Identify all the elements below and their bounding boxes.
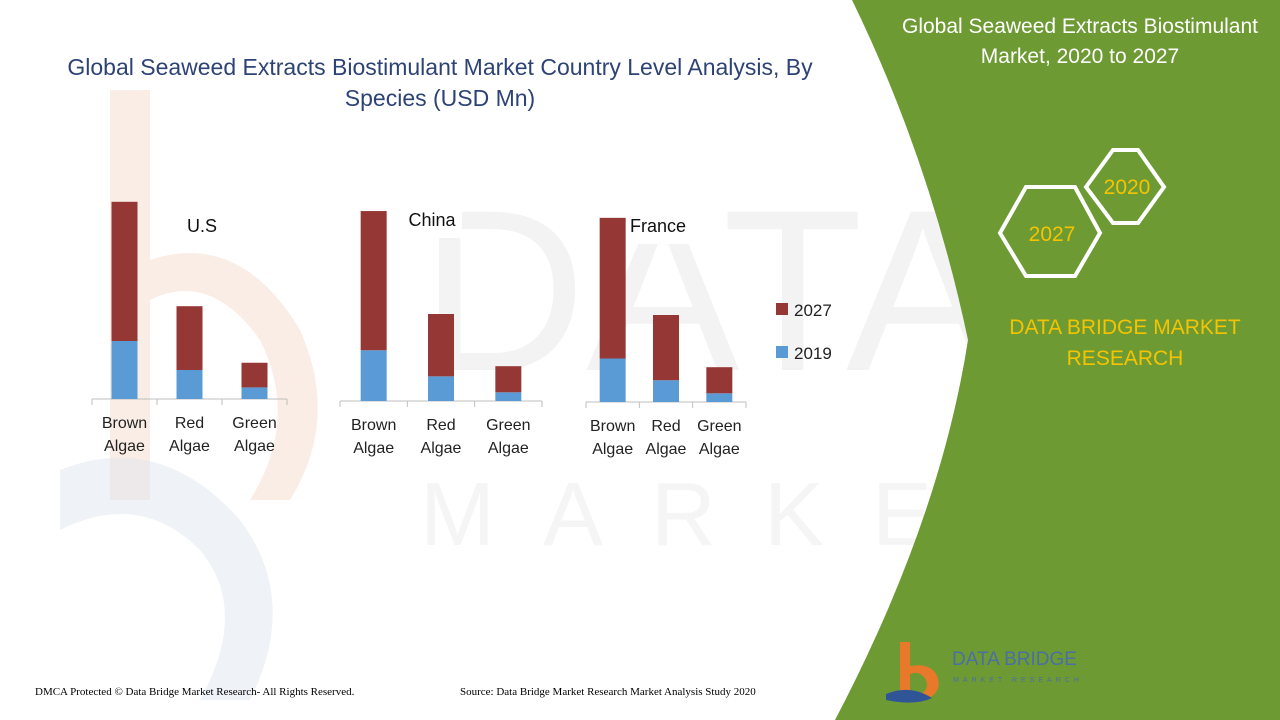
legend-swatch-2027 [776, 303, 788, 315]
bar-2019-france [706, 393, 733, 402]
legend-swatch-2019 [776, 346, 788, 358]
logo-tagline: MARKET RESEARCH [953, 677, 1083, 684]
page-title: Global Seaweed Extracts Biostimulant Mar… [67, 54, 813, 111]
bar-2027-us [176, 306, 203, 370]
category-label-china: Brown [351, 417, 396, 434]
chart-title-china: China [408, 210, 456, 230]
category-label-france: Red [651, 418, 680, 435]
logo-name: DATA BRIDGE [952, 649, 1077, 670]
bar-2027-us [241, 362, 268, 388]
bar-2019-china [360, 350, 387, 401]
chart-title-bg-us [176, 206, 232, 244]
category-label-china: Algae [353, 440, 394, 457]
bar-2027-france [599, 217, 626, 359]
category-label-france: Algae [646, 441, 687, 458]
chart-title-bg-china [406, 200, 462, 238]
bar-2019-france [599, 358, 626, 402]
bar-2019-us [176, 370, 203, 399]
chart-title-france: France [630, 216, 686, 236]
chart-title-bg-france [632, 206, 688, 244]
category-label-france: Brown [590, 418, 635, 435]
year-hexagons: 2020 2027 [997, 148, 1167, 278]
chart-title-us: U.S [187, 216, 217, 236]
bar-2019-china [495, 392, 522, 401]
logo-b-shape [900, 642, 939, 700]
bar-2019-france [653, 380, 679, 402]
bar-2027-china [360, 211, 387, 351]
country-charts: 2027 2019 U.S Brown Algae Red Algae Green Alga… [91, 200, 832, 458]
hexagon-label-2020: 2020 [1104, 176, 1151, 199]
category-label-china: Red [426, 417, 455, 434]
category-label-us: Brown [102, 415, 147, 432]
hexagon-2027-icon [997, 185, 1103, 278]
hexagon-label-2027: 2027 [1029, 223, 1076, 246]
category-label-france: Algae [592, 441, 633, 458]
bar-2027-us [111, 201, 138, 341]
watermark-logo-shape [110, 90, 318, 500]
bar-2019-us [241, 387, 268, 399]
brand-text: DATA BRIDGE MARKET RESEARCH [1009, 316, 1241, 370]
bar-2027-china [428, 314, 454, 377]
bar-2027-france [653, 315, 679, 381]
hexagon-2020-icon [1083, 148, 1167, 225]
category-label-france: Algae [699, 441, 740, 458]
footer-dmca: DMCA Protected © Data Bridge Market Rese… [35, 686, 355, 698]
data-bridge-logo-icon [886, 642, 939, 703]
category-label-us: Algae [104, 438, 145, 455]
legend-label-2019: 2019 [794, 344, 832, 363]
bar-2019-us [111, 341, 138, 399]
logo-swoosh [886, 689, 932, 703]
watermark-logo-swoosh [60, 457, 273, 700]
category-label-france: Green [697, 418, 741, 435]
category-label-us: Red [175, 415, 204, 432]
category-label-us: Algae [169, 438, 210, 455]
bar-2019-china [428, 376, 454, 401]
footer-source: Source: Data Bridge Market Research Mark… [460, 686, 756, 698]
green-panel-shape [835, 0, 1280, 720]
legend-label-2027: 2027 [794, 301, 832, 320]
panel-title: Global Seaweed Extracts Biostimulant Mar… [901, 15, 1258, 68]
category-label-china: Green [486, 417, 530, 434]
category-label-china: Algae [488, 440, 529, 457]
category-label-us: Green [232, 415, 276, 432]
category-label-china: Algae [421, 440, 462, 457]
category-label-us: Algae [234, 438, 275, 455]
bar-2027-china [495, 366, 522, 393]
bar-2027-france [706, 367, 733, 394]
